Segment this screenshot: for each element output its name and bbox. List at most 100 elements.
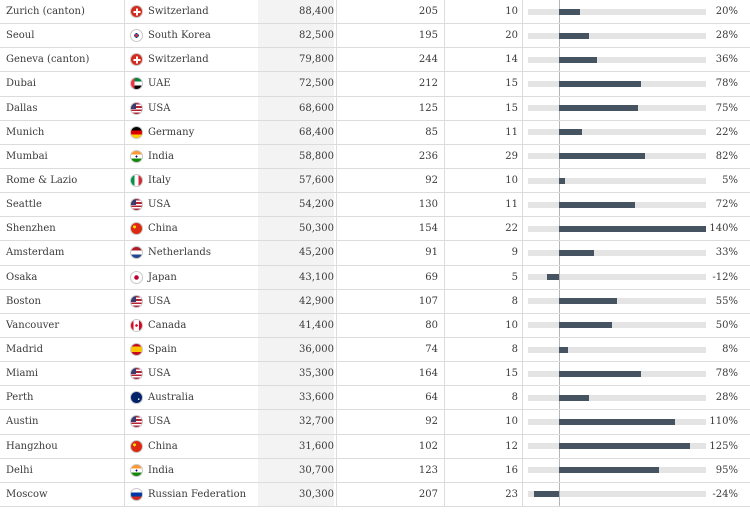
growth-bar-cell: 50% [528,313,738,337]
growth-bar [559,370,642,377]
count-cell: 69 [425,271,438,283]
count-cell: 205 [418,6,438,18]
country-name: USA [148,368,171,380]
value-cell: 45,200 [258,241,334,265]
column-divider [336,0,337,507]
growth-bar [559,177,565,184]
rank-cell: 8 [511,295,518,307]
table-row: Austin USA 32,700 92 10 110% [0,410,750,435]
growth-bar-cell: 20% [528,0,738,24]
country-name: Switzerland [148,6,209,18]
rank-cell: 22 [505,223,518,235]
country-name: China [148,223,178,235]
country-cell: USA [130,97,258,120]
table-row: Delhi India 30,700 123 16 95% [0,458,750,483]
country-cell: Russian Federation [130,483,258,506]
netherlands-flag-icon [130,246,143,260]
city-name: Perth [6,392,34,404]
growth-bar-cell: 8% [528,337,738,362]
bar-track [528,56,706,63]
country-name: Canada [148,319,187,331]
table-row: Shenzhen China 50,300 154 22 140% [0,217,750,242]
count-cell: 64 [425,392,438,404]
rank-cell: 8 [511,344,518,356]
value-cell: 35,300 [258,362,334,386]
count-cell: 125 [418,102,438,114]
china-flag-icon [130,222,143,236]
count-cell: 102 [418,440,438,452]
count-cell: 107 [418,295,438,307]
growth-percent: 110% [709,416,738,428]
city-name: Seattle [6,199,42,211]
city-name: Shenzhen [6,223,56,235]
rank-cell: 23 [505,488,518,500]
rank-cell: 12 [505,440,518,452]
city-name: Osaka [6,271,38,283]
table-row: Dubai UAE 72,500 212 15 78% [0,72,750,97]
switzerland-flag-icon [130,53,143,67]
table-row: Osaka Japan 43,100 69 5 -12% [0,265,750,290]
table-row: Perth Australia 33,600 64 8 28% [0,386,750,411]
growth-bar [559,8,581,15]
table-row: Moscow Russian Federation 30,300 207 23 … [0,482,750,507]
count-cell: 236 [418,150,438,162]
growth-percent: -12% [712,271,738,283]
city-name: Delhi [6,464,33,476]
value-cell: 50,300 [258,217,334,241]
rank-cell: 11 [505,199,518,211]
bar-track [528,491,706,498]
growth-bar-cell: 95% [528,458,738,482]
growth-percent: 28% [715,392,738,404]
country-name: Italy [148,175,171,187]
bar-track [528,129,706,136]
table-row: Madrid Spain 36,000 74 8 8% [0,337,750,363]
country-cell: Australia [130,386,258,409]
city-name: Boston [6,295,41,307]
country-cell: India [130,459,258,482]
growth-percent: 75% [715,102,738,114]
country-name: China [148,440,178,452]
country-name: USA [148,295,171,307]
bar-track [528,249,706,256]
usa-flag-icon [130,367,143,381]
growth-bar-cell: 78% [528,72,738,96]
count-cell: 244 [418,54,438,66]
value-cell: 33,600 [258,386,334,410]
germany-flag-icon [130,125,143,139]
country-name: India [148,150,174,162]
growth-percent: 20% [715,6,738,18]
bar-track [528,177,706,184]
table-row: Munich Germany 68,400 85 11 22% [0,120,750,145]
city-name: Vancouver [6,319,60,331]
growth-bar-cell: 82% [528,144,738,168]
bar-track [528,322,706,329]
growth-bar [559,56,598,63]
country-name: Switzerland [148,54,209,66]
usa-flag-icon [130,415,143,429]
usa-flag-icon [130,198,143,212]
uae-flag-icon [130,77,143,91]
growth-percent: 5% [722,175,738,187]
country-name: South Korea [148,30,211,42]
rank-cell: 11 [505,126,518,138]
city-name: Rome & Lazio [6,175,78,187]
switzerland-flag-icon [130,5,143,19]
growth-bar [559,298,617,305]
india-flag-icon [130,149,143,163]
country-name: India [148,464,174,476]
count-cell: 195 [418,30,438,42]
count-cell: 74 [425,344,438,356]
country-cell: USA [130,193,258,216]
bar-track [528,346,706,353]
growth-bar [559,418,675,425]
china-flag-icon [130,439,143,453]
growth-percent: 33% [715,247,738,259]
column-divider [522,0,523,507]
rank-cell: 15 [505,102,518,114]
city-name: Hangzhou [6,440,58,452]
country-cell: China [130,435,258,458]
growth-bar [559,394,589,401]
value-cell: 31,600 [258,434,334,458]
rank-cell: 29 [505,150,518,162]
growth-bar-cell: -24% [528,482,738,506]
